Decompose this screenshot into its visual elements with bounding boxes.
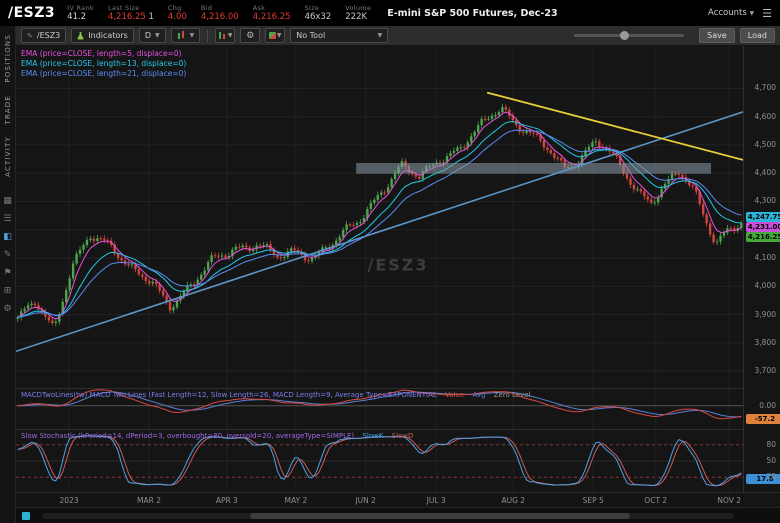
left-sidebar: POSITIONS TRADE ACTIVITY ▦ ☰ ◧ ✎ ⚑ ⊞ ⚙: [0, 26, 16, 523]
slider-thumb[interactable]: [620, 31, 630, 40]
drawing-color-dropdown[interactable]: ▼: [265, 28, 286, 43]
palette-icon: [268, 32, 276, 39]
quote-header: /ESZ3 IV Rank 41.2 Last Size 4,216.25 1 Chg 4…: [0, 0, 780, 26]
app-menu-icon[interactable]: ☰: [762, 6, 772, 20]
price-axis-tick: 4,300: [754, 196, 776, 206]
pattern-tools-dropdown[interactable]: ▼: [215, 28, 236, 43]
symbol-input[interactable]: ✎ /ESZ3: [21, 28, 67, 43]
header-stat-ask: Ask 4,216.25: [252, 3, 291, 22]
time-axis-label: MAR 2: [137, 496, 162, 505]
time-axis[interactable]: 2023 MAR 2 APR 3 MAY 2 JUN 2 JUL 3 AUG 2 SEP 5 O…: [16, 493, 743, 507]
chart-icon[interactable]: ◧: [3, 231, 12, 242]
price-axis-tick: 4,000: [754, 281, 776, 291]
ema-legend: EMA (price=CLOSE, length=5, displace=0) E…: [21, 49, 186, 79]
stoch-value-badge: 17.8: [746, 474, 780, 485]
time-axis-label: JUN 2: [355, 496, 376, 505]
edit-icon: ✎: [27, 31, 33, 40]
sidebar-tab-positions[interactable]: POSITIONS: [3, 34, 12, 83]
stochastic-panel[interactable]: [16, 430, 743, 492]
stoch-axis-tick: 50: [766, 456, 776, 465]
macd-zero-tick: 0.00: [759, 400, 776, 410]
time-axis-label: SEP 5: [582, 496, 604, 505]
time-axis-label: APR 3: [215, 496, 238, 505]
stoch-study-title: Slow Stochastic (kPeriod=14, dPeriod=3, …: [21, 432, 355, 440]
watchlist-icon[interactable]: ☰: [3, 213, 12, 224]
macd-panel[interactable]: [16, 389, 743, 429]
ema-legend-row: EMA (price=CLOSE, length=5, displace=0): [21, 49, 182, 58]
instrument-mini-icon[interactable]: [22, 512, 30, 520]
price-axis-tick: 3,700: [754, 366, 776, 376]
draw-icon[interactable]: ✎: [3, 249, 12, 260]
sidebar-tab-activity[interactable]: ACTIVITY: [3, 136, 12, 177]
chart-area: /ESZ3 EMA (price=CLOSE, length=5, displa…: [16, 46, 780, 523]
header-stat-iv-rank: IV Rank 41.2: [67, 3, 94, 22]
time-axis-label: OCT 2: [644, 496, 668, 505]
symbol-watermark: /ESZ3: [367, 255, 429, 275]
price-axis[interactable]: -57.2 17.8 4,7004,6004,5004,4004,3004,20…: [744, 46, 780, 492]
bottom-scroll-strip: [16, 507, 780, 523]
timeframe-dropdown[interactable]: D ▼: [138, 28, 166, 43]
indicators-button[interactable]: Indicators: [71, 28, 134, 43]
header-stat-last-size: Last Size 4,216.25 1: [107, 3, 154, 22]
calculator-icon[interactable]: ⊞: [3, 285, 12, 296]
price-axis-tick: 4,400: [754, 168, 776, 178]
settings-icon[interactable]: ⚙: [3, 303, 12, 314]
chart-style-dropdown[interactable]: ▼: [170, 28, 201, 43]
drawing-tool-dropdown[interactable]: No Tool ▼: [290, 28, 389, 43]
pan-scrollbar[interactable]: [42, 513, 734, 519]
quote-stats: IV Rank 41.2 Last Size 4,216.25 1 Chg 4.00 Bid…: [67, 3, 372, 22]
macd-study-title: MACDTwoLines(tw) MACD Two Lines (Fast Le…: [21, 391, 437, 399]
header-stat-volume: Volume 222K: [345, 3, 372, 22]
gear-icon: ⚙: [246, 30, 255, 41]
price-axis-tick: 3,900: [754, 309, 776, 319]
main-price-chart[interactable]: [16, 46, 743, 388]
sidebar-tab-trade[interactable]: TRADE: [3, 94, 12, 125]
time-axis-label: 2023: [59, 496, 79, 505]
last-price-badge: 4,231.00: [746, 221, 780, 232]
last-price-badge: 4,216.25: [746, 231, 780, 242]
header-stat-chg: Chg 4.00: [167, 3, 187, 22]
chart-settings-button[interactable]: ⚙: [240, 28, 261, 43]
time-axis-label: JUL 3: [426, 496, 446, 505]
header-stat-bid: Bid 4,216.00: [200, 3, 239, 22]
time-zoom-slider[interactable]: [574, 31, 685, 40]
flask-icon: [77, 32, 84, 40]
time-axis-label: AUG 2: [501, 496, 526, 505]
contract-title: E-mini S&P 500 Futures, Dec-23: [387, 7, 558, 19]
save-button[interactable]: Save: [699, 28, 735, 43]
time-axis-label: MAY 2: [284, 496, 308, 505]
stochastic-legend: Slow Stochastic (kPeriod=14, dPeriod=3, …: [21, 432, 414, 440]
accounts-menu[interactable]: Accounts ▼: [708, 8, 755, 18]
price-axis-tick: 4,100: [754, 252, 776, 262]
ema-legend-row: EMA (price=CLOSE, length=21, displace=0): [21, 69, 187, 79]
price-axis-tick: 4,700: [754, 83, 776, 93]
macd-value-badge: -57.2: [746, 414, 780, 425]
candle-style-icon: [177, 31, 186, 40]
pattern-icon: [218, 31, 227, 40]
stoch-axis-tick: 20: [766, 472, 776, 482]
price-axis-tick: 3,800: [754, 337, 776, 347]
pan-scrollbar-thumb[interactable]: [249, 513, 631, 519]
monitor-grid-icon[interactable]: ▦: [3, 195, 12, 206]
load-button[interactable]: Load: [739, 28, 775, 43]
price-axis-tick: 4,600: [754, 111, 776, 121]
macd-legend: MACDTwoLines(tw) MACD Two Lines (Fast Le…: [21, 391, 531, 399]
time-axis-label: NOV 2: [717, 496, 742, 505]
header-symbol[interactable]: /ESZ3: [8, 5, 56, 21]
chart-toolbar: ✎ /ESZ3 Indicators D ▼ ▼ ▼ ⚙ ▼ No Tool ▼: [16, 26, 780, 46]
flag-icon[interactable]: ⚑: [3, 267, 12, 278]
stoch-axis-tick: 80: [766, 439, 776, 449]
ema-legend-row: EMA (price=CLOSE, length=13, displace=0): [21, 59, 187, 69]
header-stat-size: Size 46x32: [304, 3, 332, 22]
last-price-badge: 4,247.75: [746, 211, 780, 222]
price-axis-tick: 4,500: [754, 139, 776, 149]
